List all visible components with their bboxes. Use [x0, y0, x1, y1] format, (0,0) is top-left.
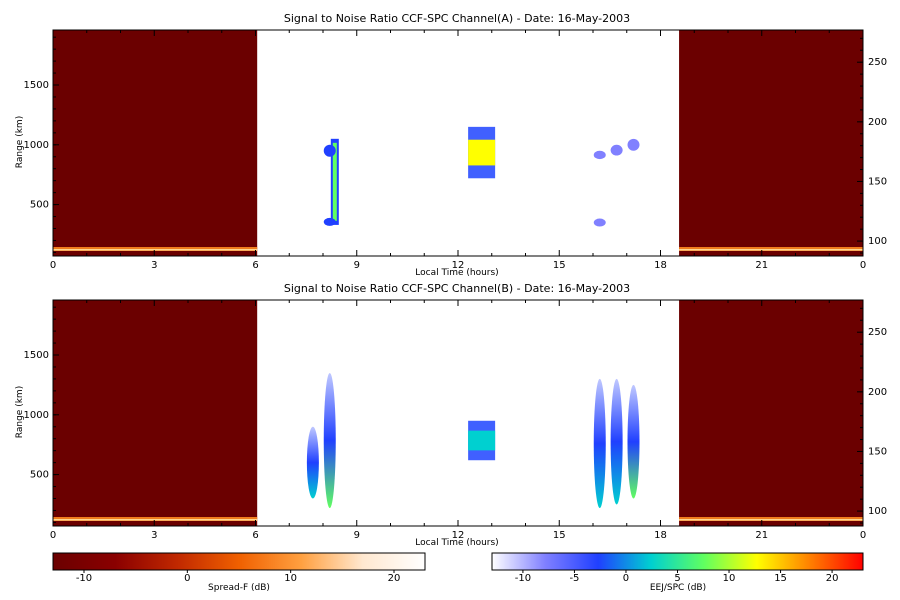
echo-blob: [610, 144, 623, 156]
night-block: [53, 300, 258, 526]
y-tick-label: 1000: [24, 410, 49, 421]
y-tick-label: 500: [30, 470, 49, 481]
x-tick-label: 0: [50, 260, 56, 271]
echo-blob: [323, 144, 336, 157]
colorbar-gradient: [491, 552, 864, 571]
x-tick-label: 6: [252, 530, 258, 541]
colorbar-tick-label: -10: [76, 573, 92, 584]
y-tick-label: 500: [30, 200, 49, 211]
echo-column-core: [332, 142, 337, 221]
x-tick-label: 9: [354, 530, 360, 541]
colorbar-tick-label: 0: [623, 573, 629, 584]
panel-a-ylabel: Range (km): [15, 116, 25, 168]
y-tick-label: 1500: [24, 80, 49, 91]
y2-tick-label: 200: [868, 117, 887, 128]
colorbar-tick-label: 20: [826, 573, 839, 584]
y2-tick-label: 250: [868, 57, 887, 68]
x-tick-label: 21: [755, 530, 768, 541]
panel-a: 0 3 6 9 12 15 18 21 0 500 1000 1500 100 150 200 250: [24, 29, 887, 271]
ground-clutter-band: [679, 249, 863, 251]
panel-b: 0 3 6 9 12 15 18 21 0 500 1000 1500 100 150 200 250: [24, 299, 887, 541]
night-block: [53, 30, 258, 256]
night-block: [679, 300, 863, 526]
y2-tick-label: 150: [868, 176, 887, 187]
x-tick-label: 0: [860, 530, 866, 541]
echo-plume: [627, 384, 640, 499]
echo-block-core: [468, 430, 496, 451]
x-tick-label: 18: [654, 530, 667, 541]
y2-tick-label: 100: [868, 236, 887, 247]
y2-tick-label: 150: [868, 446, 887, 457]
colorbar-tick-label: 15: [774, 573, 787, 584]
x-tick-label: 21: [755, 260, 768, 271]
x-tick-label: 3: [151, 530, 157, 541]
panel-b-title: Signal to Noise Ratio CCF-SPC Channel(B)…: [284, 282, 630, 295]
panel-a-title: Signal to Noise Ratio CCF-SPC Channel(A)…: [284, 12, 630, 25]
echo-plume: [610, 378, 623, 505]
panel-b-xlabel: Local Time (hours): [415, 538, 498, 548]
colorbar-tick-label: -10: [515, 573, 531, 584]
night-block: [679, 30, 863, 256]
x-tick-label: 9: [354, 260, 360, 271]
ground-clutter-band: [53, 249, 258, 251]
x-tick-label: 0: [860, 260, 866, 271]
ground-clutter-band: [53, 519, 258, 521]
echo-plume: [306, 426, 319, 499]
colorbar-eej-spc-label: EEJ/SPC (dB): [650, 583, 706, 593]
colorbar-tick-label: 5: [674, 573, 680, 584]
y2-tick-label: 100: [868, 506, 887, 517]
ground-clutter-band: [679, 519, 863, 521]
panel-b-ylabel: Range (km): [15, 386, 25, 438]
colorbar-spread-f: -10 0 10 20: [52, 552, 426, 584]
x-tick-label: 15: [553, 530, 566, 541]
colorbar-spread-f-label: Spread-F (dB): [208, 583, 270, 593]
colorbar-tick-label: 20: [388, 573, 401, 584]
y2-tick-label: 200: [868, 387, 887, 398]
x-tick-label: 12: [452, 260, 465, 271]
x-tick-label: 18: [654, 260, 667, 271]
echo-plume: [593, 378, 606, 509]
colorbar-eej-spc: -10 -5 0 5 10 15 20: [491, 552, 864, 584]
echo-plume: [323, 372, 336, 509]
y-tick-label: 1500: [24, 350, 49, 361]
echo-blob: [323, 217, 336, 226]
echo-block-core: [468, 139, 496, 166]
y2-tick-label: 250: [868, 327, 887, 338]
colorbar-gradient: [52, 552, 426, 571]
x-tick-label: 3: [151, 260, 157, 271]
colorbar-tick-label: 0: [184, 573, 190, 584]
echo-blob: [593, 150, 606, 160]
colorbar-tick-label: -5: [569, 573, 579, 584]
x-tick-label: 15: [553, 260, 566, 271]
colorbar-tick-label: 10: [723, 573, 736, 584]
echo-blob: [593, 218, 606, 227]
y-tick-label: 1000: [24, 140, 49, 151]
colorbar-tick-label: 10: [284, 573, 297, 584]
x-tick-label: 12: [452, 530, 465, 541]
echo-blob: [627, 138, 640, 151]
x-tick-label: 0: [50, 530, 56, 541]
panel-a-xlabel: Local Time (hours): [415, 268, 498, 278]
x-tick-label: 6: [252, 260, 258, 271]
